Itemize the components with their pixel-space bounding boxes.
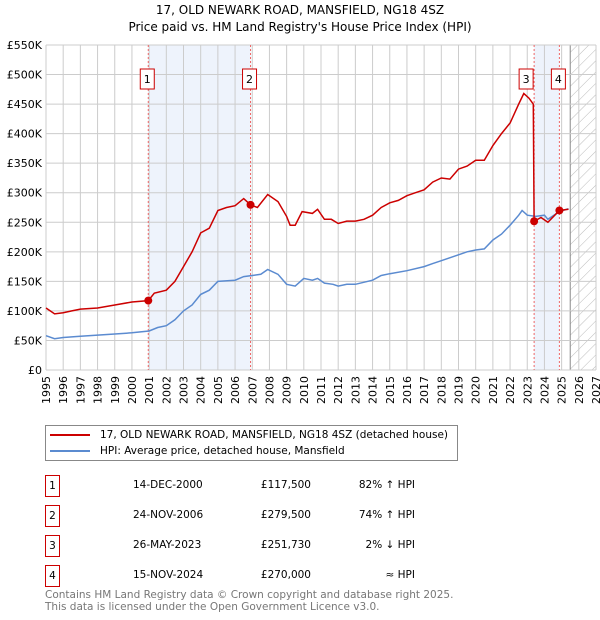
x-tick-label: 2003: [178, 376, 191, 404]
transaction-number: 2: [45, 505, 60, 527]
footer-copyright: Contains HM Land Registry data © Crown c…: [45, 589, 454, 601]
y-tick-label: £0: [28, 364, 42, 377]
x-tick-label: 2010: [298, 376, 311, 404]
sale-label-box: [550, 68, 566, 90]
x-tick-label: 2014: [367, 376, 380, 404]
y-tick-label: £200K: [7, 246, 43, 259]
transaction-number: 3: [45, 535, 60, 557]
legend-label: 17, OLD NEWARK ROAD, MANSFIELD, NG18 4SZ…: [100, 429, 449, 441]
x-tick-label: 1999: [109, 376, 122, 404]
transaction-date: 24-NOV-2006: [133, 509, 204, 521]
y-tick-label: £350K: [7, 157, 43, 170]
x-tick-label: 1997: [74, 376, 87, 404]
sale-label: 4: [555, 73, 562, 86]
sale-point: [144, 296, 153, 305]
y-tick-label: £450K: [7, 98, 43, 111]
transaction-row: 4 15-NOV-2024 £270,000 ≈ HPI: [45, 565, 415, 587]
transaction-price: £270,000: [260, 569, 311, 581]
y-tick-label: £550K: [7, 39, 43, 52]
x-tick-label: 2007: [246, 376, 259, 404]
chart-subtitle: Price paid vs. HM Land Registry's House …: [128, 20, 471, 34]
x-tick-label: 2018: [435, 376, 448, 404]
transaction-row: 2 24-NOV-2006 £279,500 74% ↑ HPI: [45, 505, 415, 527]
y-tick-label: £250K: [7, 216, 43, 229]
transaction-date: 15-NOV-2024: [133, 569, 204, 581]
footer: Contains HM Land Registry data © Crown c…: [45, 589, 454, 613]
transaction-price: £279,500: [260, 509, 311, 521]
x-tick-label: 2020: [470, 376, 483, 404]
x-tick-label: 2006: [229, 376, 242, 404]
x-tick-label: 2019: [453, 376, 466, 404]
x-tick-label: 2008: [263, 376, 276, 404]
legend-item-property: 17, OLD NEWARK ROAD, MANSFIELD, NG18 4SZ…: [50, 429, 448, 441]
chart-legend: 17, OLD NEWARK ROAD, MANSFIELD, NG18 4SZ…: [45, 425, 458, 461]
sale-label-box: [139, 68, 155, 90]
y-tick-label: £150K: [7, 275, 43, 288]
legend-label: HPI: Average price, detached house, Mans…: [100, 445, 345, 457]
x-tick-label: 2005: [212, 376, 225, 404]
x-tick-label: 2023: [521, 376, 534, 404]
x-tick-label: 2024: [538, 376, 551, 404]
sale-point: [530, 217, 539, 226]
red-line-swatch: [50, 434, 90, 436]
sale-label: 3: [523, 73, 530, 86]
price-chart: 17, OLD NEWARK ROAD, MANSFIELD, NG18 4SZ…: [7, 3, 600, 404]
y-tick-label: £50K: [14, 334, 43, 347]
forecast-hatch: [570, 45, 596, 370]
x-tick-label: 2015: [384, 376, 397, 404]
x-tick-label: 2016: [401, 376, 414, 404]
x-tick-label: 2012: [332, 376, 345, 404]
transaction-row: 3 26-MAY-2023 £251,730 2% ↓ HPI: [45, 535, 415, 557]
x-tick-label: 2021: [487, 376, 500, 404]
y-tick-label: £400K: [7, 128, 43, 141]
sale-point: [246, 200, 255, 209]
sale-point: [555, 206, 564, 215]
x-tick-label: 2027: [590, 376, 600, 404]
x-tick-label: 2001: [143, 376, 156, 404]
x-tick-label: 2011: [315, 376, 328, 404]
transaction-price: £251,730: [260, 539, 311, 551]
sale-label: 1: [144, 73, 151, 86]
transaction-row: 1 14-DEC-2000 £117,500 82% ↑ HPI: [45, 475, 415, 497]
sale-label-box: [518, 68, 534, 90]
transaction-hpi: 74% ↑ HPI: [358, 509, 415, 521]
x-tick-label: 2022: [504, 376, 517, 404]
x-tick-label: 2004: [195, 376, 208, 404]
blue-line-swatch: [50, 450, 90, 452]
x-tick-label: 2026: [573, 376, 586, 404]
chart-title: 17, OLD NEWARK ROAD, MANSFIELD, NG18 4SZ: [156, 3, 444, 17]
legend-item-hpi: HPI: Average price, detached house, Mans…: [50, 445, 345, 457]
x-tick-label: 2013: [349, 376, 362, 404]
x-tick-label: 2002: [160, 376, 173, 404]
x-tick-label: 2017: [418, 376, 431, 404]
transaction-hpi: ≈ HPI: [385, 569, 415, 581]
x-tick-label: 2009: [281, 376, 294, 404]
transaction-hpi: 82% ↑ HPI: [358, 479, 415, 491]
shaded-ownership-period: [148, 45, 251, 370]
transaction-price: £117,500: [260, 479, 311, 491]
transaction-hpi: 2% ↓ HPI: [365, 539, 415, 551]
transaction-date: 26-MAY-2023: [133, 539, 202, 551]
sale-label-box: [242, 68, 258, 90]
property-price-line: [45, 92, 569, 315]
footer-licence: This data is licensed under the Open Gov…: [45, 600, 380, 613]
x-tick-label: 2000: [126, 376, 139, 404]
y-tick-label: £300K: [7, 187, 43, 200]
sale-label: 2: [246, 73, 253, 86]
x-tick-label: 1995: [40, 376, 53, 404]
shaded-ownership-period: [534, 45, 560, 370]
x-tick-label: 1998: [92, 376, 105, 404]
transaction-date: 14-DEC-2000: [133, 479, 203, 491]
transaction-number: 1: [45, 475, 60, 497]
x-tick-label: 1996: [57, 376, 70, 404]
x-tick-label: 2025: [556, 376, 569, 404]
y-tick-label: £100K: [7, 305, 43, 318]
transaction-number: 4: [45, 565, 60, 587]
hpi-line: [45, 207, 569, 340]
y-tick-label: £500K: [7, 69, 43, 82]
